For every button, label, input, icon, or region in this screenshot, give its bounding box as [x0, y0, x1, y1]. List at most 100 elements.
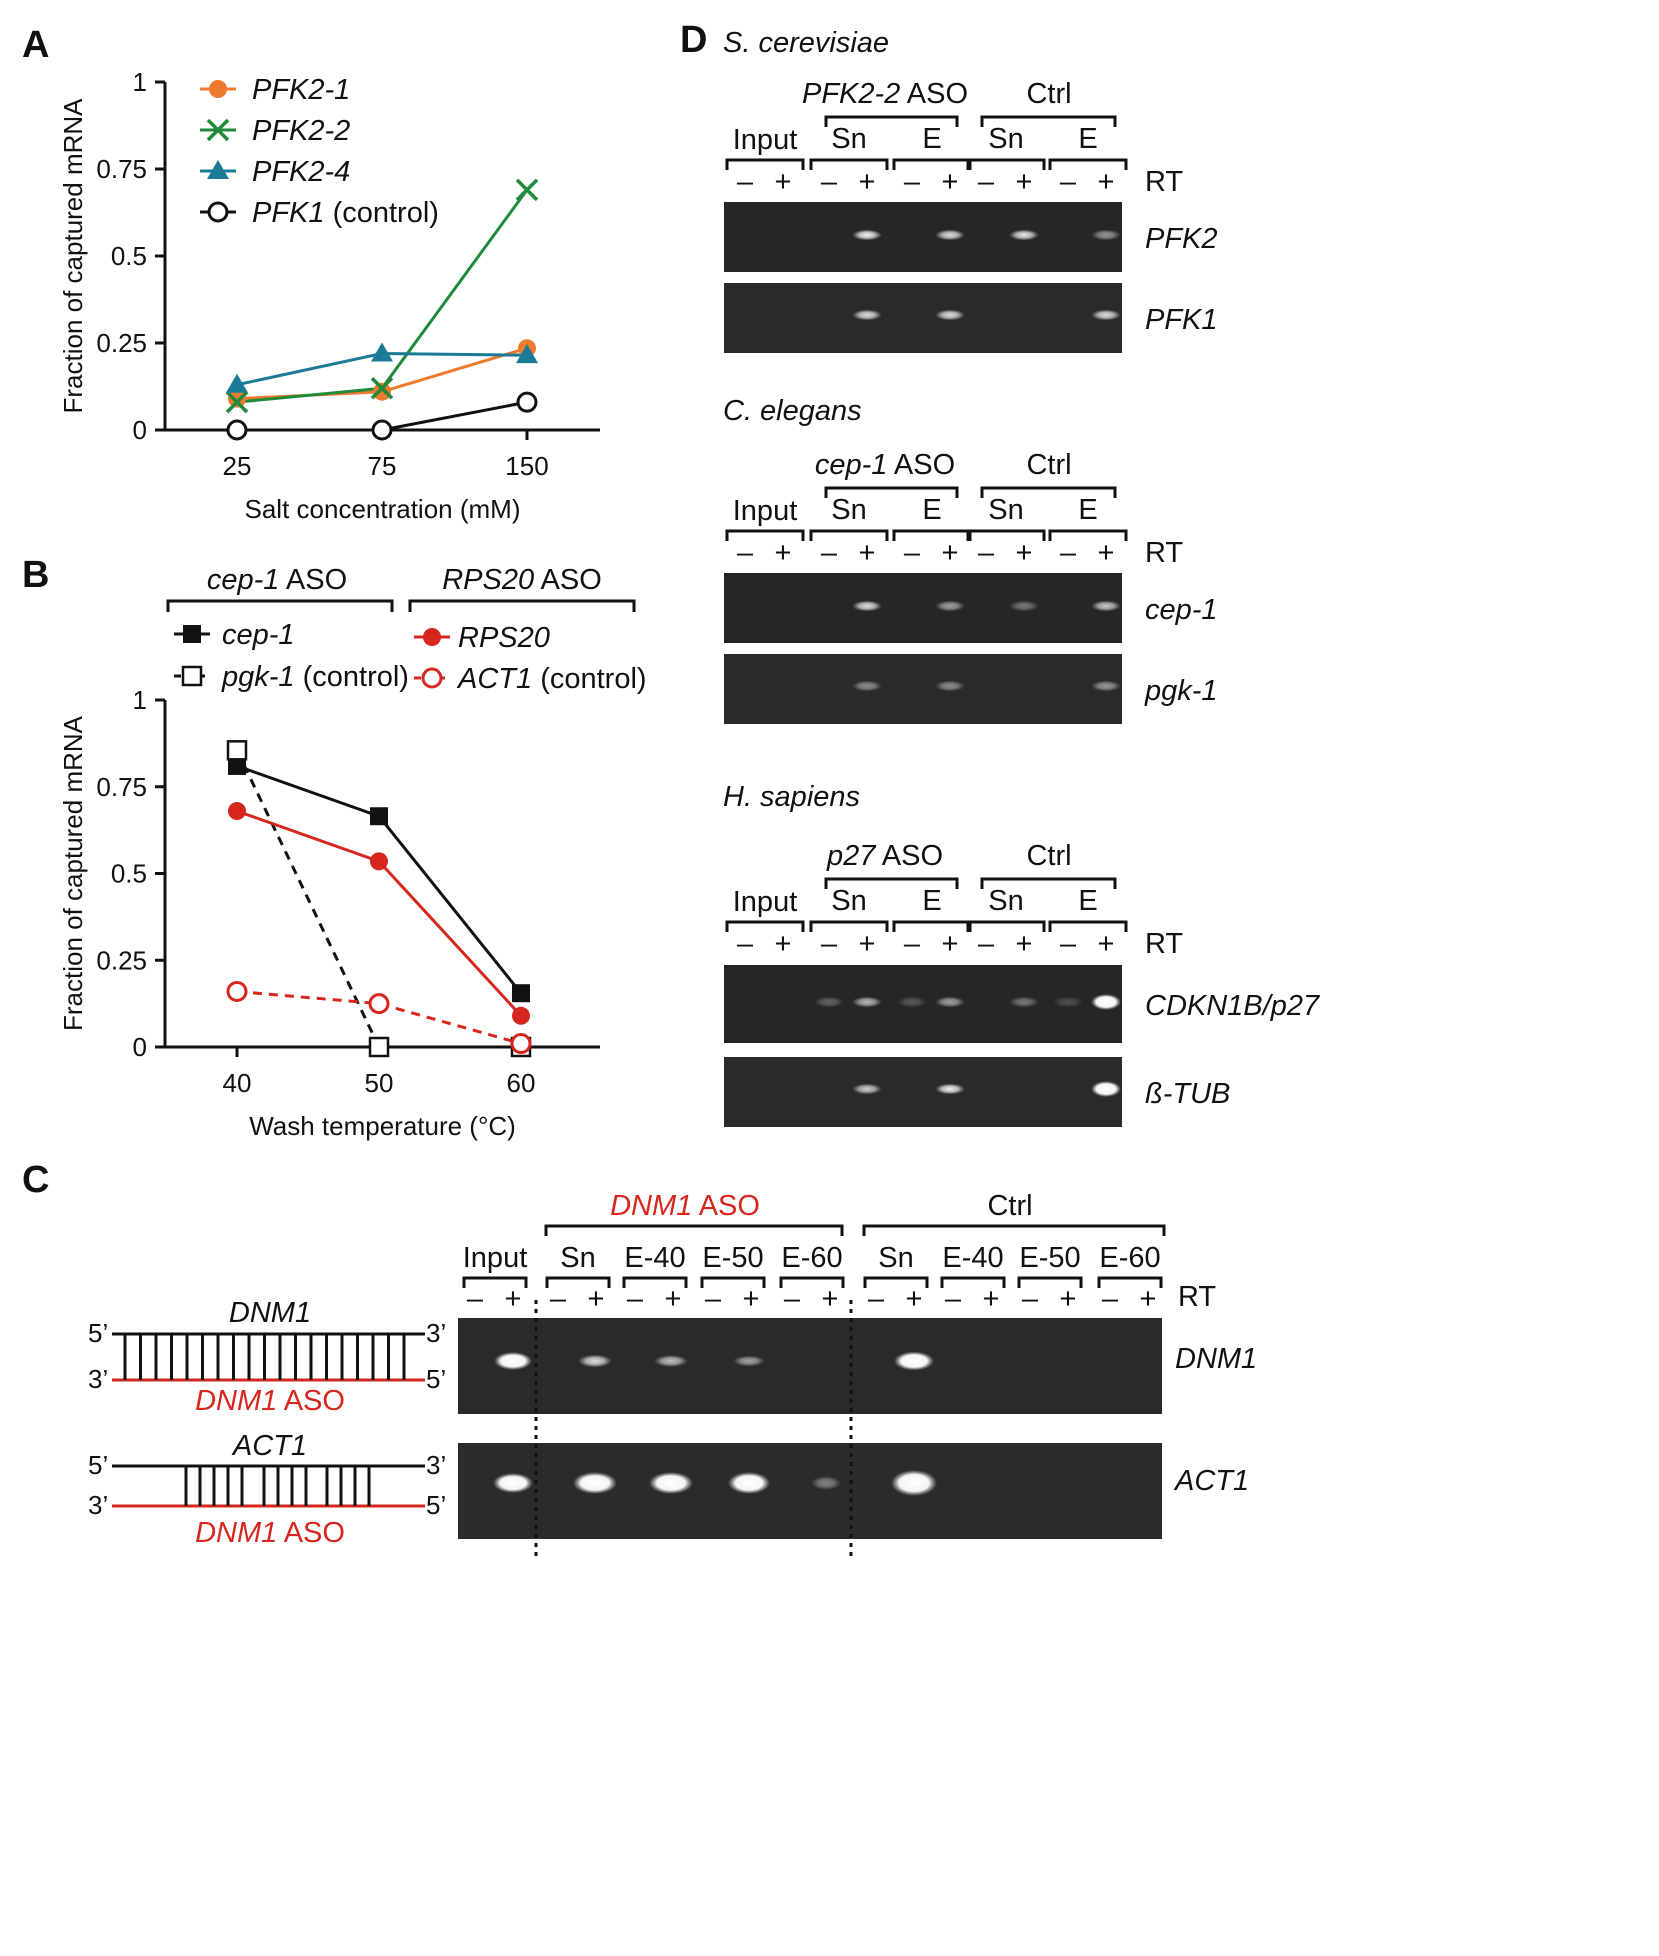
data-point-RPS20: [228, 802, 246, 821]
group-bracket-ctrl: [862, 1224, 1166, 1236]
group-label-aso: p27 ASO: [826, 840, 943, 872]
lane-bracket: [1097, 1276, 1163, 1288]
gel-band: [852, 1083, 882, 1095]
gel-image-top: [724, 202, 1122, 272]
group-label-ctrl: Ctrl: [987, 1190, 1032, 1222]
legend-marker: [200, 160, 236, 179]
data-point-PFK1: [371, 419, 393, 441]
data-point-PFK2-4: [371, 342, 393, 362]
legend-item-PFK2-2: PFK2-2: [200, 115, 350, 147]
legend-item-PFK1: PFK1 (control): [200, 197, 439, 229]
data-point-cep-1: [512, 984, 530, 1003]
gel-band: [894, 1351, 934, 1371]
rt-plus: +: [906, 1283, 923, 1315]
x-tick-label: 75: [368, 451, 397, 481]
group-label-aso: PFK2-2 ASO: [802, 78, 968, 110]
group-bracket-dnm1-aso: [544, 1224, 844, 1236]
gel-band: [935, 309, 965, 321]
rt-label: RT: [1145, 537, 1183, 569]
y-tick-label: 1: [133, 67, 147, 97]
rt-minus: –: [1060, 537, 1077, 569]
lane-bracket: [892, 158, 972, 170]
gel-band: [654, 1355, 688, 1367]
rt-minus: –: [737, 166, 754, 198]
duplex-5prime-aso: 5’: [426, 1490, 446, 1520]
gel-band: [1091, 600, 1121, 612]
rt-minus: –: [978, 166, 995, 198]
gel-band: [573, 1472, 617, 1494]
lane-bracket: [622, 1276, 688, 1288]
group-label-ctrl: Ctrl: [1026, 78, 1071, 110]
group-bracket-aso: [824, 486, 959, 498]
rt-plus: +: [588, 1283, 605, 1315]
rt-minus: –: [627, 1283, 644, 1315]
x-tick-label: 40: [223, 1068, 252, 1098]
lane-bracket: [863, 1276, 929, 1288]
gel-band: [493, 1473, 533, 1493]
legend-symbol: [181, 665, 203, 687]
x-axis-title: Salt concentration (mM): [245, 494, 521, 524]
rt-minus: –: [1102, 1283, 1119, 1315]
lane-bracket: [1048, 920, 1128, 932]
x-tick-label: 50: [365, 1068, 394, 1098]
rt-minus: –: [467, 1283, 484, 1315]
legend-label: PFK1 (control): [252, 197, 439, 229]
duplex-5prime: 5’: [88, 1450, 108, 1480]
rt-plus: +: [1016, 537, 1033, 569]
y-tick-label: 1: [133, 685, 147, 715]
gel-band: [1091, 994, 1121, 1010]
rt-minus: –: [978, 928, 995, 960]
data-point-PFK2-2: [515, 178, 539, 202]
rt-plus: +: [775, 537, 792, 569]
lane-bracket: [779, 1276, 845, 1288]
lane-label: Sn: [831, 123, 866, 155]
base-pairs: [184, 1466, 371, 1506]
lane-label: E-60: [1099, 1242, 1160, 1274]
gel-label: pgk-1: [1144, 675, 1218, 707]
legend-marker: [200, 118, 236, 142]
rt-plus: +: [859, 537, 876, 569]
legend-label: pgk-1 (control): [221, 661, 409, 693]
lane-bracket: [1048, 158, 1128, 170]
lane-label: E: [922, 494, 941, 526]
data-point-cep-1: [370, 807, 388, 826]
legend-item-pgk-1: pgk-1 (control): [174, 661, 409, 693]
gel-label: CDKN1B/p27: [1145, 990, 1321, 1022]
data-point-PFK1: [226, 419, 248, 441]
gel-band: [1091, 1081, 1121, 1097]
gel-band: [897, 996, 927, 1008]
lane-label: Input: [733, 495, 798, 527]
rt-minus: –: [1022, 1283, 1039, 1315]
gel-label: ß-TUB: [1145, 1078, 1230, 1110]
legend-item-PFK2-1: PFK2-1: [200, 74, 350, 106]
rt-plus: +: [859, 166, 876, 198]
x-axis-title: Wash temperature (°C): [249, 1111, 516, 1141]
rt-plus: +: [775, 928, 792, 960]
gel-band: [811, 1476, 841, 1490]
gel-band: [1091, 680, 1121, 692]
rt-plus: +: [1140, 1283, 1157, 1315]
gel-band: [1009, 996, 1039, 1008]
gel-band: [1009, 229, 1039, 241]
rt-minus: –: [904, 166, 921, 198]
data-point-RPS20: [370, 852, 388, 871]
y-tick-label: 0.5: [111, 241, 147, 271]
gel-band: [733, 1355, 765, 1367]
rt-minus: –: [904, 928, 921, 960]
data-point-PFK2-4: [226, 373, 248, 393]
lane-label: E: [922, 123, 941, 155]
group-bracket-ctrl: [980, 877, 1117, 889]
data-point-PFK2-2: [225, 390, 249, 414]
y-tick-label: 0: [133, 415, 147, 445]
rt-minus: –: [1060, 928, 1077, 960]
lane-label: Sn: [878, 1242, 913, 1274]
gel-band: [852, 996, 882, 1008]
panel-b: B cep-1 ASO RPS20 ASO 0 0.25 0.5 0.75 1 40 50 6…: [22, 554, 647, 1141]
group-label-ctrl: Ctrl: [1026, 449, 1071, 481]
base-pairs: [123, 1334, 406, 1380]
gel-band: [935, 680, 965, 692]
